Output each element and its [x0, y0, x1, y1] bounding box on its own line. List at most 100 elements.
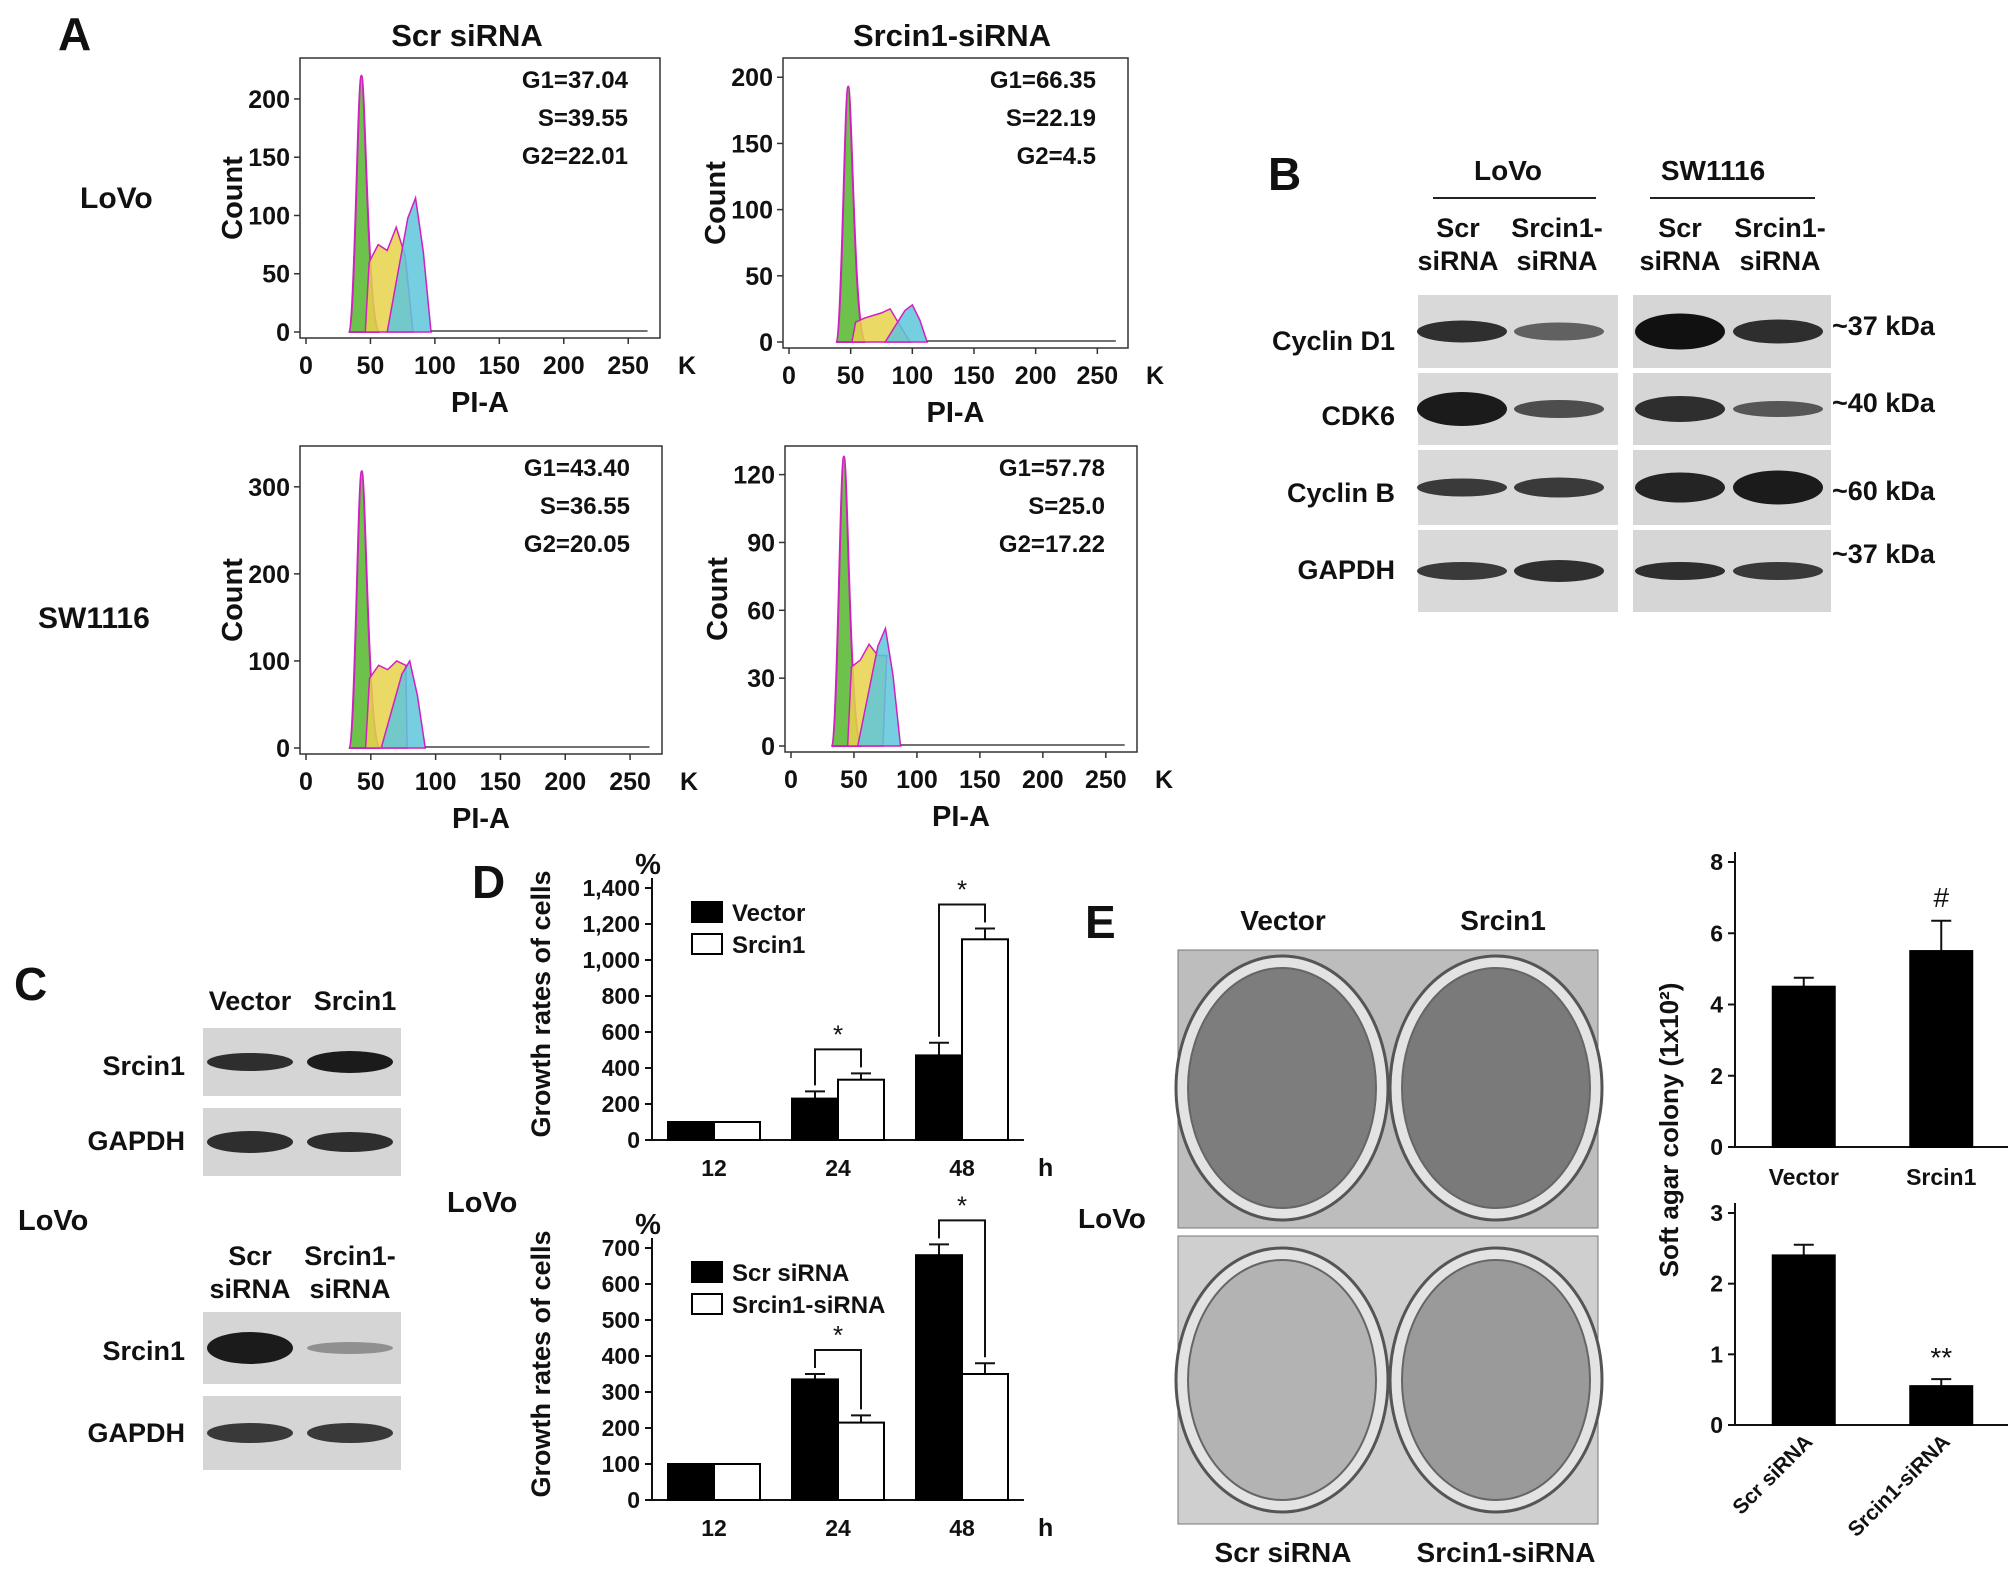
x-axis-label: PI-A — [452, 803, 510, 835]
blot-band — [307, 1423, 393, 1443]
cell-cycle-stat: G1=37.04 — [522, 67, 629, 94]
y-tick-label: 100 — [248, 202, 290, 230]
x-tick-label: 48 — [949, 1155, 975, 1181]
y-tick-label: 100 — [602, 1451, 640, 1477]
g2-peak — [386, 195, 432, 333]
cell-cycle-stat: S=36.55 — [540, 493, 630, 520]
blot-band — [1417, 392, 1507, 426]
x-unit-label: h — [1038, 1154, 1053, 1182]
panel-e-y-label: Soft agar colony (1x10²) — [1654, 983, 1684, 1278]
x-tick-label: 100 — [896, 766, 938, 794]
y-tick-label: 150 — [248, 144, 290, 172]
y-tick-label: 50 — [745, 263, 773, 291]
blot-band — [1733, 401, 1823, 417]
significance-mark: * — [957, 875, 967, 905]
legend-label: Vector — [732, 900, 805, 927]
y-tick-label: 0 — [276, 735, 290, 763]
significance-mark: ** — [1930, 1342, 1952, 1373]
x-tick-label: Srcin1 — [1906, 1164, 1977, 1190]
cell-cycle-stat: G2=20.05 — [524, 531, 630, 558]
y-axis-label: Count — [217, 156, 249, 240]
cell-cycle-stat: G1=43.40 — [524, 455, 630, 482]
cell-cycle-stat: S=22.19 — [1006, 105, 1096, 132]
bar — [713, 1121, 761, 1141]
blot-band — [207, 1131, 293, 1153]
panel-letter-b: B — [1268, 148, 1301, 200]
x-tick-label: 0 — [784, 766, 798, 794]
y-tick-label: 30 — [747, 665, 775, 693]
legend-label: Srcin1-siRNA — [732, 1292, 885, 1319]
y-tick-label: 200 — [248, 86, 290, 114]
significance-mark: * — [833, 1320, 843, 1350]
cell-cycle-stat: G1=57.78 — [999, 455, 1105, 482]
bar — [961, 938, 1009, 1141]
y-tick-label: 0 — [1710, 1412, 1723, 1438]
panel-b-lane-label: Srcin1- — [1511, 213, 1603, 243]
blot-band — [1733, 319, 1823, 344]
panel-c-lane-label: siRNA — [209, 1274, 290, 1304]
y-unit-label: % — [635, 849, 661, 881]
blot-band — [207, 1332, 293, 1364]
panel-b-size-label: ~60 kDa — [1832, 476, 1936, 506]
y-tick-label: 100 — [248, 648, 290, 676]
blot-band — [1514, 477, 1604, 498]
y-tick-label: 1,200 — [582, 911, 640, 937]
panel-c-lane-vector: Vector — [209, 986, 292, 1016]
cell-cycle-stat: G2=4.5 — [1017, 143, 1096, 170]
x-tick-label: 50 — [357, 768, 385, 796]
panel-c-cell-line: LoVo — [18, 1205, 88, 1237]
panel-b-lane-label: siRNA — [1639, 246, 1720, 276]
x-tick-label: 250 — [1076, 362, 1118, 390]
panel-b-group-sw1116: SW1116 — [1661, 155, 1765, 186]
blot-band — [1733, 470, 1823, 505]
x-tick-label: 200 — [1015, 362, 1057, 390]
agar-surface — [1187, 1259, 1377, 1501]
x-tick-label: 100 — [414, 352, 456, 380]
x-tick-label: 150 — [959, 766, 1001, 794]
x-tick-label: 100 — [891, 362, 933, 390]
y-tick-label: 200 — [248, 561, 290, 589]
y-tick-label: 100 — [731, 197, 773, 225]
x-tick-label: 12 — [701, 1155, 727, 1181]
blot-band — [1635, 562, 1725, 580]
significance-bracket — [938, 903, 986, 1037]
blot-band — [207, 1423, 293, 1443]
cell-cycle-stat: G1=66.35 — [990, 67, 1096, 94]
y-tick-label: 200 — [602, 1415, 640, 1441]
x-axis-label: PI-A — [927, 397, 985, 429]
x-tick-label: 100 — [415, 768, 457, 796]
x-tick-label: 12 — [701, 1515, 727, 1541]
blot-band — [1417, 320, 1507, 343]
x-tick-label: Scr siRNA — [1728, 1430, 1817, 1519]
panel-b-lane-label: siRNA — [1516, 246, 1597, 276]
x-tick-label: 0 — [782, 362, 796, 390]
y-tick-label: 0 — [761, 733, 775, 761]
x-tick-label: 250 — [1085, 766, 1127, 794]
y-tick-label: 0 — [627, 1127, 640, 1153]
blot-band — [1635, 472, 1725, 503]
y-tick-label: 1 — [1710, 1341, 1723, 1367]
bar — [837, 1421, 885, 1501]
y-tick-label: 90 — [747, 529, 775, 557]
blot-band — [307, 1342, 393, 1354]
y-tick-label: 600 — [602, 1271, 640, 1297]
x-axis-label: PI-A — [451, 387, 509, 419]
legend-swatch — [691, 933, 723, 955]
x-tick-label: 24 — [825, 1515, 851, 1541]
panel-d-cell-line: LoVo — [447, 1187, 517, 1219]
bar — [791, 1097, 839, 1141]
panel-e-label-scr-sirna: Scr siRNA — [1215, 1537, 1352, 1568]
panel-b-protein-label: CDK6 — [1321, 401, 1395, 431]
legend-swatch — [691, 1261, 723, 1283]
legend-swatch — [691, 1293, 723, 1315]
panel-e-label-srcin1-sirna: Srcin1-siRNA — [1417, 1537, 1596, 1568]
blot-band — [1635, 396, 1725, 422]
blot-band — [307, 1051, 393, 1073]
x-axis-label: PI-A — [932, 801, 990, 833]
agar-surface — [1401, 1259, 1591, 1501]
panel-letter-c: C — [14, 958, 47, 1010]
y-tick-label: 150 — [731, 130, 773, 158]
y-unit-label: % — [635, 1209, 661, 1241]
panel-letter-a: A — [58, 8, 91, 60]
